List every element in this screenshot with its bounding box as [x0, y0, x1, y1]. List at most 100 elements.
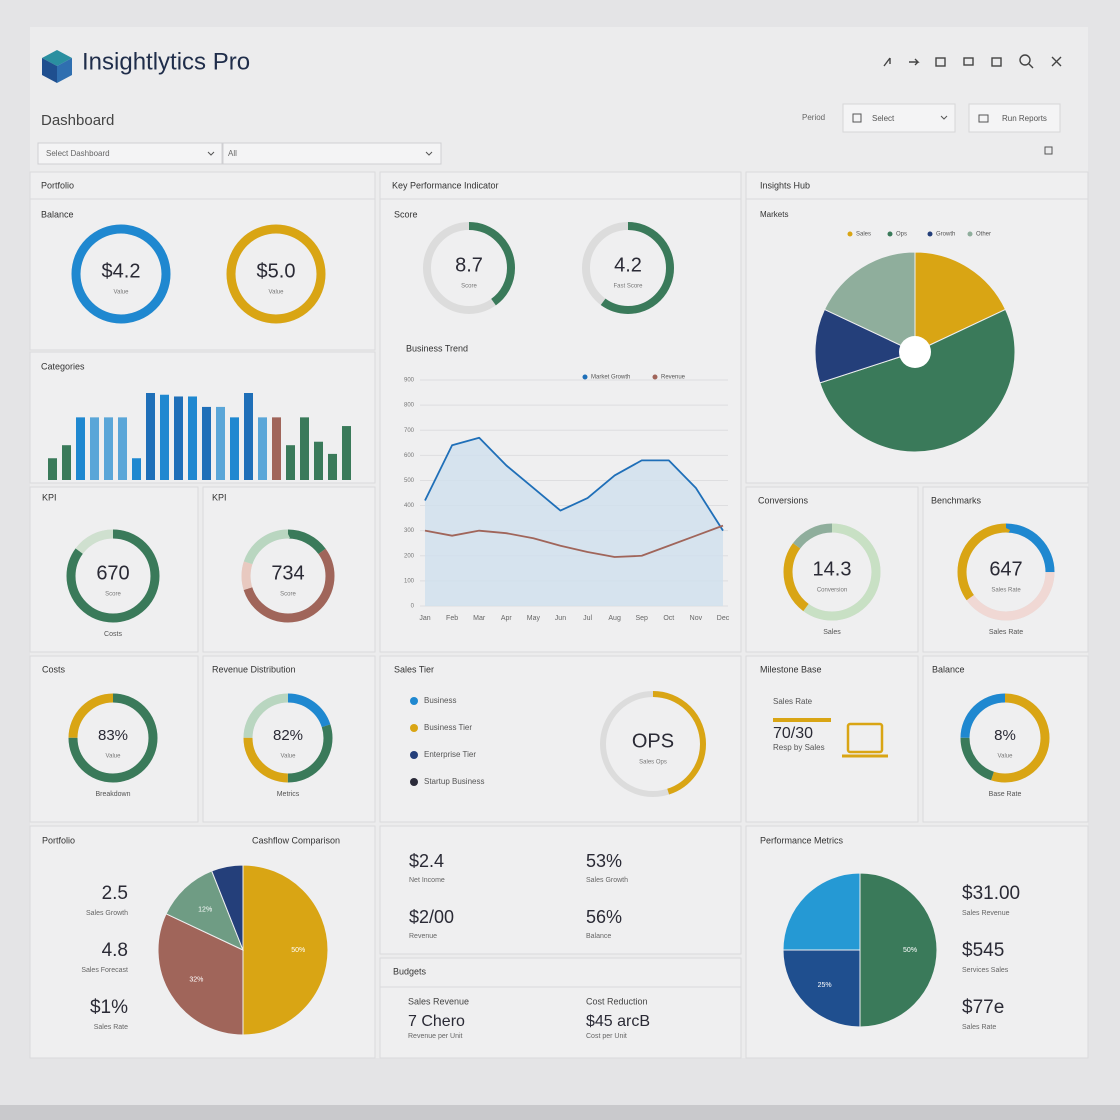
gauge-segment — [226, 224, 326, 324]
bar — [90, 417, 99, 480]
panel — [379, 957, 742, 1059]
stat-label: Sales Growth — [586, 877, 628, 884]
stat-label: Revenue — [409, 933, 437, 940]
bar — [258, 417, 267, 480]
y-tick-label: 400 — [404, 503, 415, 509]
y-tick-label: 100 — [404, 578, 415, 584]
gauge-sub: Score — [105, 592, 121, 598]
x-tick-label: Oct — [663, 615, 674, 622]
panel-title: KPI — [212, 492, 227, 502]
panel — [29, 486, 199, 653]
panel-title: Balance — [932, 664, 965, 674]
gauge-sub: Value — [114, 290, 130, 296]
gauge-segment — [957, 523, 1055, 621]
stat-label: Sales Rate — [962, 1024, 996, 1031]
x-tick-label: Nov — [690, 615, 703, 622]
legend-marker — [652, 374, 658, 380]
x-tick-label: Dec — [717, 615, 730, 622]
gauge-segment — [423, 222, 515, 314]
laptop-icon — [846, 722, 884, 754]
panel-title: Portfolio — [41, 180, 74, 190]
pie-slice — [157, 913, 244, 1036]
gauge-value: 647 — [989, 558, 1022, 580]
toolbar-icons[interactable] — [883, 54, 1062, 69]
panel — [922, 655, 1089, 823]
pie-slice — [211, 864, 244, 951]
bar — [300, 417, 309, 480]
gauge-sub: Sales Rate — [991, 588, 1021, 594]
panel — [379, 825, 742, 955]
pie-slice — [823, 251, 916, 353]
filter-label: Period — [802, 113, 825, 122]
pie-slice — [165, 870, 244, 951]
stat-sub: Cost per Unit — [586, 1033, 627, 1040]
line — [424, 524, 724, 558]
legend-marker — [967, 231, 973, 237]
panel — [202, 486, 376, 653]
gauge-sub: Value — [998, 754, 1014, 760]
y-tick-label: 0 — [411, 604, 415, 610]
bar — [286, 445, 295, 480]
x-tick-label: Jun — [555, 615, 566, 622]
bar — [328, 453, 337, 480]
bar — [244, 393, 253, 480]
slice-label: 12% — [198, 907, 212, 914]
legend-label: Other — [976, 232, 991, 238]
stat-label: Services Sales — [962, 967, 1009, 974]
panel-title: Insights Hub — [760, 180, 810, 190]
bar — [174, 396, 183, 480]
legend-label: Ops — [896, 232, 907, 238]
bar — [160, 394, 169, 480]
panel-title: Budgets — [393, 966, 427, 976]
gauge-caption: Metrics — [277, 791, 300, 798]
panel-title: Key Performance Indicator — [392, 180, 499, 190]
x-tick-label: May — [527, 615, 541, 622]
gauge-segment — [243, 693, 333, 783]
gauge-caption: Sales Rate — [989, 629, 1023, 636]
panel — [29, 655, 199, 823]
y-tick-label: 900 — [404, 378, 415, 384]
legend-label: Revenue — [661, 375, 686, 381]
legend-label: Market Growth — [591, 375, 630, 381]
stat-label: Sales Growth — [86, 910, 128, 917]
panel-title: KPI — [42, 492, 57, 502]
gauge-segment — [783, 523, 881, 621]
bar — [118, 417, 127, 480]
bar — [202, 406, 211, 480]
bar — [230, 417, 239, 480]
dropdown: All — [228, 149, 237, 158]
gauge-segment — [71, 224, 171, 324]
pie-slice — [782, 949, 861, 1028]
bar — [272, 417, 281, 480]
legend-marker — [927, 231, 933, 237]
bar — [62, 445, 71, 480]
panel-title: Milestone Base — [760, 664, 822, 674]
bar — [314, 441, 323, 480]
stat-value: $2.4 — [409, 851, 444, 871]
milestone-value: 70/30 — [773, 725, 813, 742]
bar — [48, 458, 57, 480]
gauge-caption: Base Rate — [989, 791, 1022, 798]
gauge-value: 82% — [273, 727, 303, 744]
line — [424, 436, 724, 532]
panel-title: Conversions — [758, 495, 809, 505]
slice-label: 50% — [291, 947, 305, 954]
panel-subtitle: Balance — [41, 209, 74, 219]
list-label: Business — [424, 696, 456, 705]
x-tick-label: Jan — [419, 615, 430, 622]
panel-title: Benchmarks — [931, 495, 982, 505]
x-tick-label: Apr — [501, 615, 513, 622]
gauge-segment — [241, 529, 335, 623]
stat-sub: Revenue per Unit — [408, 1033, 463, 1040]
button-label: Run Reports — [1002, 114, 1047, 123]
controls[interactable] — [37, 103, 1061, 165]
chart-title: Business Trend — [406, 343, 468, 353]
gauge-segment — [600, 691, 706, 797]
slice-label: 32% — [189, 976, 203, 983]
stat-label: Sales Forecast — [81, 967, 128, 974]
panel — [202, 655, 376, 823]
panel-title: Revenue Distribution — [212, 664, 296, 674]
x-tick-label: Jul — [583, 615, 592, 622]
bar — [216, 406, 225, 480]
